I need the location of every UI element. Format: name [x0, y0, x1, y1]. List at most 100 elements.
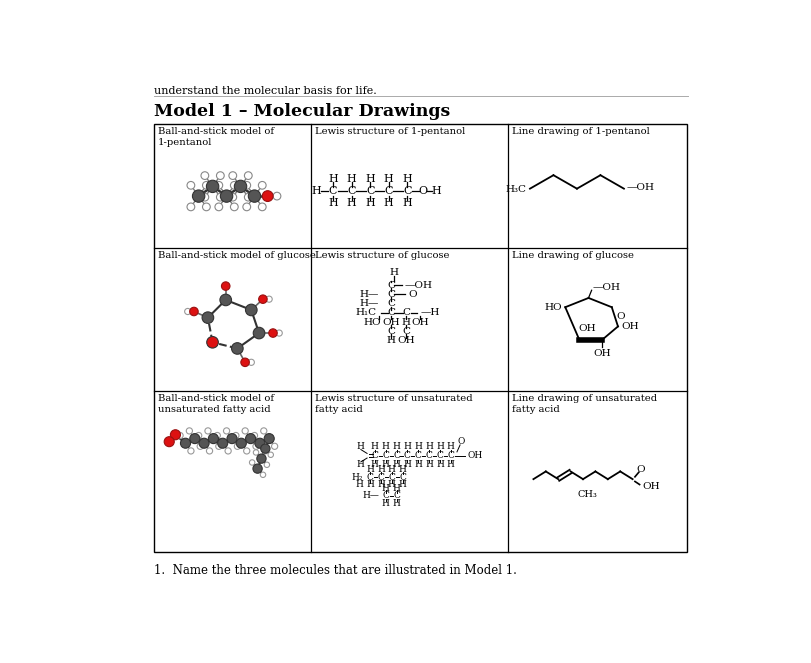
Circle shape: [258, 203, 266, 211]
Text: HO: HO: [363, 318, 380, 327]
Text: O: O: [418, 186, 427, 196]
Text: C: C: [386, 280, 394, 290]
Circle shape: [242, 203, 251, 211]
Text: C: C: [386, 299, 394, 308]
Circle shape: [215, 203, 222, 211]
Text: C: C: [386, 308, 394, 318]
Circle shape: [199, 438, 209, 448]
Text: C: C: [377, 473, 384, 482]
Circle shape: [190, 307, 198, 316]
Circle shape: [216, 444, 221, 450]
Text: OH: OH: [642, 483, 659, 491]
Circle shape: [229, 172, 236, 180]
Circle shape: [229, 194, 236, 201]
Circle shape: [233, 432, 238, 439]
Text: Lewis structure of glucose: Lewis structure of glucose: [315, 251, 449, 261]
Circle shape: [255, 438, 264, 448]
Text: understand the molecular basis for life.: understand the molecular basis for life.: [154, 86, 376, 97]
Circle shape: [276, 330, 282, 336]
Circle shape: [164, 437, 174, 447]
Circle shape: [215, 182, 222, 189]
Circle shape: [264, 434, 274, 444]
Text: H: H: [392, 461, 400, 469]
Text: H₂: H₂: [351, 473, 363, 482]
Text: Lewis structure of unsaturated
fatty acid: Lewis structure of unsaturated fatty aci…: [315, 394, 472, 414]
Text: Model 1 – Molecular Drawings: Model 1 – Molecular Drawings: [154, 103, 450, 119]
Text: OH: OH: [467, 452, 483, 460]
Text: C: C: [382, 452, 388, 460]
Text: O: O: [635, 465, 644, 475]
Text: C: C: [402, 327, 410, 336]
Circle shape: [262, 191, 272, 202]
Text: H: H: [402, 174, 412, 184]
Circle shape: [223, 428, 230, 434]
Text: H: H: [425, 461, 432, 469]
Circle shape: [184, 308, 191, 314]
Circle shape: [252, 464, 262, 473]
Circle shape: [248, 359, 254, 365]
Circle shape: [272, 192, 281, 200]
Circle shape: [266, 296, 272, 302]
Text: H: H: [386, 336, 395, 345]
Text: H: H: [401, 318, 410, 327]
Circle shape: [257, 440, 262, 445]
Text: H: H: [381, 461, 389, 469]
Circle shape: [259, 295, 267, 304]
Circle shape: [190, 434, 200, 444]
Circle shape: [244, 172, 252, 180]
Circle shape: [187, 182, 195, 189]
Text: H: H: [311, 186, 320, 196]
Text: H: H: [366, 481, 374, 489]
Text: C: C: [386, 290, 394, 299]
Text: C: C: [382, 491, 388, 501]
Text: H: H: [371, 461, 378, 469]
Text: CH₃: CH₃: [577, 490, 597, 499]
Circle shape: [234, 180, 247, 192]
Text: H—: H—: [363, 491, 379, 501]
Circle shape: [262, 448, 268, 454]
Circle shape: [225, 448, 231, 454]
Circle shape: [192, 190, 204, 202]
Text: H: H: [436, 442, 444, 451]
Circle shape: [204, 428, 211, 434]
Text: H: H: [376, 481, 384, 489]
Text: H: H: [381, 483, 389, 493]
Text: C: C: [386, 327, 394, 336]
Circle shape: [177, 432, 183, 439]
Circle shape: [195, 432, 201, 439]
Circle shape: [187, 448, 194, 454]
Text: 1.  Name the three molecules that are illustrated in Model 1.: 1. Name the three molecules that are ill…: [154, 564, 517, 577]
Circle shape: [258, 182, 266, 189]
Circle shape: [220, 190, 233, 202]
Text: C: C: [402, 308, 410, 318]
Circle shape: [242, 182, 251, 189]
Text: Line drawing of glucose: Line drawing of glucose: [512, 251, 633, 261]
Circle shape: [208, 434, 218, 444]
Text: H: H: [357, 442, 364, 451]
Text: H: H: [398, 481, 406, 489]
Circle shape: [206, 180, 218, 192]
Circle shape: [260, 428, 267, 434]
Text: H—: H—: [358, 290, 378, 299]
Circle shape: [253, 450, 259, 455]
Text: H—: H—: [358, 299, 378, 308]
Text: C: C: [347, 186, 355, 196]
Circle shape: [230, 203, 238, 211]
Text: H: H: [384, 198, 393, 208]
Circle shape: [202, 203, 210, 211]
Text: H: H: [371, 442, 378, 451]
Circle shape: [243, 448, 250, 454]
Circle shape: [248, 190, 260, 202]
Text: Lewis structure of 1-pentanol: Lewis structure of 1-pentanol: [315, 127, 465, 137]
Circle shape: [206, 448, 212, 454]
Circle shape: [260, 472, 265, 477]
Circle shape: [214, 432, 220, 439]
Text: Ball-and-stick model of
unsaturated fatty acid: Ball-and-stick model of unsaturated fatt…: [158, 394, 274, 414]
Text: OH: OH: [382, 318, 399, 327]
Text: H: H: [346, 174, 356, 184]
Circle shape: [201, 172, 208, 180]
Circle shape: [241, 358, 249, 367]
Text: H: H: [392, 499, 400, 508]
Circle shape: [201, 194, 208, 201]
Text: C: C: [414, 452, 421, 460]
